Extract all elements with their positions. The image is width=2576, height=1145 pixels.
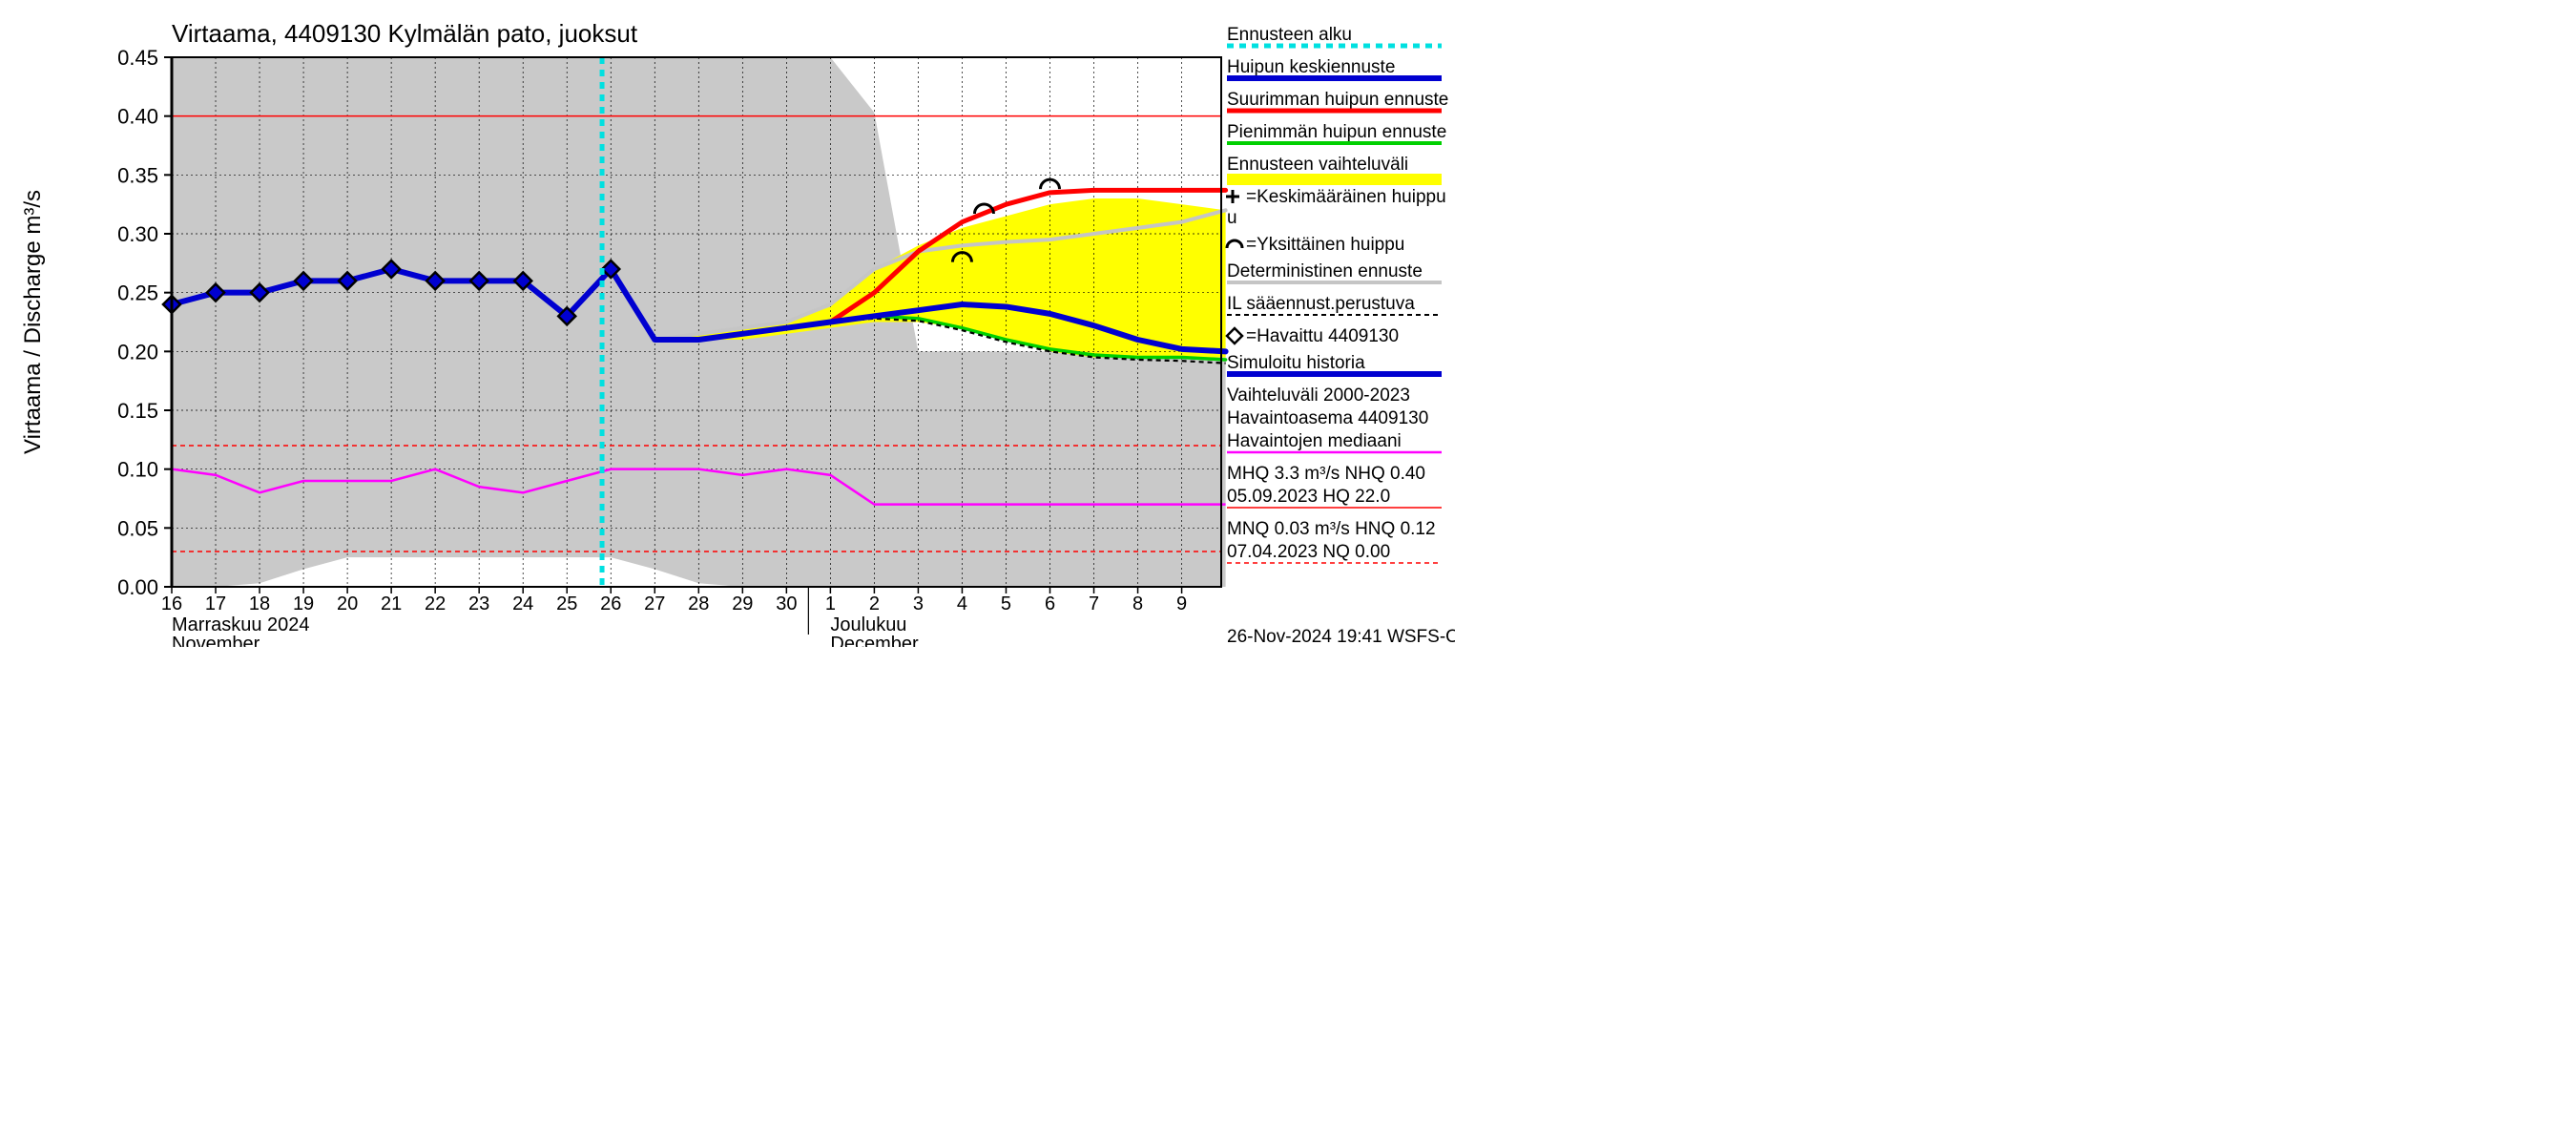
svg-text:0.35: 0.35 [117, 163, 158, 187]
legend-item: MHQ 3.3 m³/s NHQ 0.40 [1227, 464, 1425, 484]
legend-item: Vaihteluväli 2000-2023 [1227, 385, 1410, 406]
svg-text:25: 25 [556, 593, 577, 614]
svg-text:5: 5 [1001, 593, 1011, 614]
svg-text:1: 1 [825, 593, 836, 614]
legend-item: Huipun keskiennuste [1227, 57, 1442, 78]
svg-text:0.25: 0.25 [117, 281, 158, 305]
legend-item: =Keskimääräinen huippu u [1226, 187, 1446, 228]
legend-item: Deterministinen ennuste [1227, 261, 1442, 282]
svg-text:0.45: 0.45 [117, 46, 158, 70]
svg-text:27: 27 [644, 593, 665, 614]
svg-text:16: 16 [161, 593, 182, 614]
legend-item: Simuloitu historia [1227, 353, 1442, 374]
svg-text:05.09.2023 HQ 22.0: 05.09.2023 HQ 22.0 [1227, 487, 1390, 507]
svg-text:Joulukuu: Joulukuu [830, 614, 906, 635]
svg-text:18: 18 [249, 593, 270, 614]
svg-text:Vaihteluväli 2000-2023: Vaihteluväli 2000-2023 [1227, 385, 1410, 406]
svg-text:0.20: 0.20 [117, 340, 158, 364]
svg-text:20: 20 [337, 593, 358, 614]
svg-text:9: 9 [1176, 593, 1187, 614]
svg-text:Havaintojen mediaani: Havaintojen mediaani [1227, 431, 1402, 451]
svg-text:6: 6 [1045, 593, 1055, 614]
svg-text:07.04.2023 NQ 0.00: 07.04.2023 NQ 0.00 [1227, 542, 1390, 562]
svg-text:November: November [172, 634, 260, 647]
legend-item: Ennusteen vaihteluväli [1227, 155, 1442, 185]
svg-text:=Keskimääräinen huippu: =Keskimääräinen huippu [1246, 187, 1446, 207]
svg-text:0.00: 0.00 [117, 575, 158, 599]
svg-text:Havaintoasema 4409130: Havaintoasema 4409130 [1227, 408, 1428, 428]
svg-text:29: 29 [732, 593, 753, 614]
legend-item: Havaintoasema 4409130 [1227, 408, 1428, 428]
svg-text:IL sääennust.perustuva: IL sääennust.perustuva [1227, 294, 1415, 314]
svg-text:23: 23 [468, 593, 489, 614]
svg-text:Ennusteen alku: Ennusteen alku [1227, 25, 1352, 45]
svg-text:Deterministinen ennuste: Deterministinen ennuste [1227, 261, 1423, 281]
svg-text:30: 30 [776, 593, 797, 614]
svg-text:=Havaittu 4409130: =Havaittu 4409130 [1246, 326, 1399, 346]
svg-text:28: 28 [688, 593, 709, 614]
y-axis-label: Virtaama / Discharge m³/s [20, 190, 46, 454]
svg-text:0.15: 0.15 [117, 399, 158, 423]
svg-text:7: 7 [1089, 593, 1099, 614]
legend-item: Ennusteen alku [1227, 25, 1442, 46]
svg-text:0.05: 0.05 [117, 516, 158, 540]
chart-title: Virtaama, 4409130 Kylmälän pato, juoksut [172, 19, 638, 48]
chart-footer: 26-Nov-2024 19:41 WSFS-O [1227, 627, 1455, 647]
svg-text:19: 19 [293, 593, 314, 614]
svg-text:Pienimmän huipun ennuste: Pienimmän huipun ennuste [1227, 122, 1446, 142]
svg-text:8: 8 [1132, 593, 1143, 614]
svg-text:MNQ 0.03 m³/s HNQ 0.12: MNQ 0.03 m³/s HNQ 0.12 [1227, 519, 1436, 539]
svg-text:Huipun keskiennuste: Huipun keskiennuste [1227, 57, 1395, 77]
legend-item: =Havaittu 4409130 [1227, 326, 1399, 346]
svg-text:4: 4 [957, 593, 967, 614]
legend-item: IL sääennust.perustuva [1227, 294, 1442, 315]
svg-text:0.10: 0.10 [117, 458, 158, 482]
svg-text:December: December [830, 634, 919, 647]
svg-text:Simuloitu historia: Simuloitu historia [1227, 353, 1365, 373]
svg-text:21: 21 [381, 593, 402, 614]
svg-text:MHQ 3.3 m³/s NHQ 0.40: MHQ 3.3 m³/s NHQ 0.40 [1227, 464, 1425, 484]
svg-text:Suurimman huipun ennuste: Suurimman huipun ennuste [1227, 90, 1448, 110]
svg-text:22: 22 [425, 593, 446, 614]
legend-item: Pienimmän huipun ennuste [1227, 122, 1446, 143]
legend-item: MNQ 0.03 m³/s HNQ 0.12 [1227, 519, 1436, 539]
svg-text:3: 3 [913, 593, 924, 614]
svg-text:=Yksittäinen huippu: =Yksittäinen huippu [1246, 235, 1404, 255]
svg-text:24: 24 [512, 593, 533, 614]
svg-text:17: 17 [205, 593, 226, 614]
legend-item: 07.04.2023 NQ 0.00 [1227, 542, 1442, 563]
legend-item: 05.09.2023 HQ 22.0 [1227, 487, 1442, 508]
svg-text:0.30: 0.30 [117, 222, 158, 246]
svg-text:0.40: 0.40 [117, 105, 158, 129]
legend-item: =Yksittäinen huippu [1227, 235, 1404, 255]
legend-item: Suurimman huipun ennuste [1227, 90, 1448, 111]
svg-text:u: u [1227, 208, 1237, 228]
svg-text:Ennusteen vaihteluväli: Ennusteen vaihteluväli [1227, 155, 1408, 175]
svg-text:26: 26 [600, 593, 621, 614]
svg-text:Marraskuu 2024: Marraskuu 2024 [172, 614, 310, 635]
legend-item: Havaintojen mediaani [1227, 431, 1442, 452]
svg-text:2: 2 [869, 593, 880, 614]
discharge-forecast-chart: 0.00 0.05 0.10 0.15 0.20 0.25 0.30 0.35 0.40 0.45… [0, 0, 1455, 647]
